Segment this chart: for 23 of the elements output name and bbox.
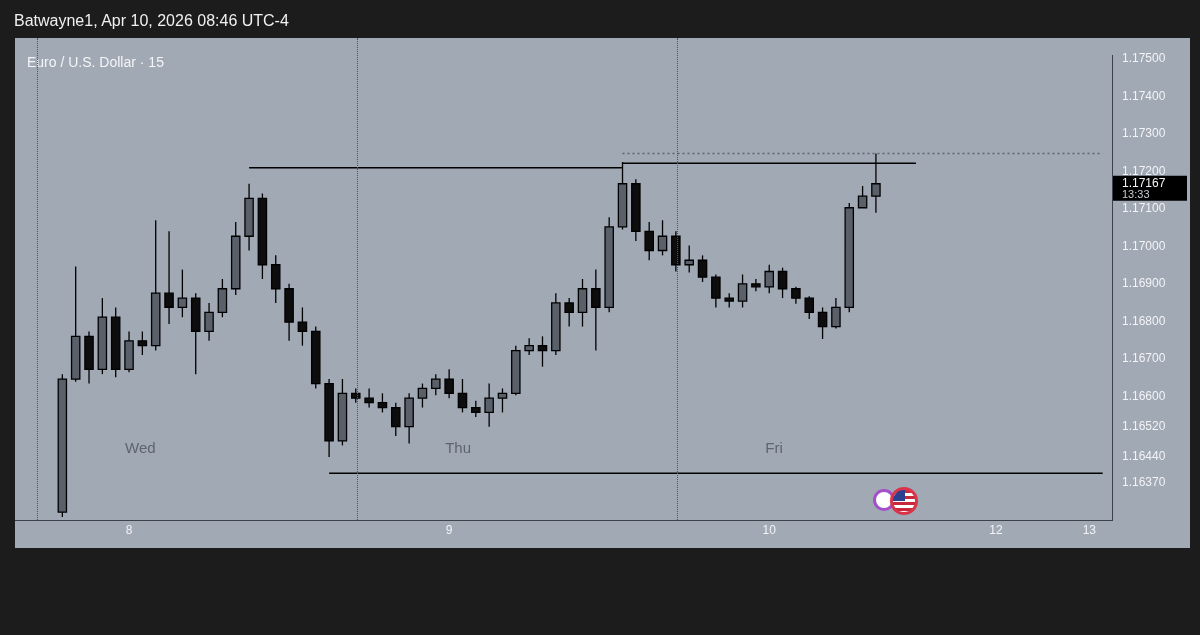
y-tick-label: 1.16900: [1122, 276, 1166, 291]
y-tick-label: 1.17200: [1122, 163, 1166, 178]
y-tick-label: 1.17500: [1122, 51, 1166, 66]
y-tick-label: 1.17100: [1122, 201, 1166, 216]
y-tick-label: 1.17000: [1122, 238, 1166, 253]
y-tick-label: 1.16700: [1122, 351, 1166, 366]
x-tick-label: 12: [989, 522, 1003, 537]
chart-title: Euro / U.S. Dollar · 15: [27, 54, 164, 70]
chart-subtitle: Batwayne1, Apr 10, 2026 08:46 UTC-4: [14, 12, 289, 30]
y-tick-label: 1.17300: [1122, 126, 1166, 141]
y-tick-label: 1.16800: [1122, 313, 1166, 328]
y-tick-label: 1.16370: [1122, 474, 1166, 489]
annotation: Thu: [445, 439, 471, 457]
y-tick-label: 1.17400: [1122, 88, 1166, 103]
annotation: Wed: [125, 439, 156, 457]
x-tick-label: 13: [1082, 522, 1097, 537]
annotation: Fri: [765, 439, 783, 457]
y-tick-label: 1.16520: [1122, 418, 1166, 433]
x-tick-label: 10: [762, 522, 777, 537]
y-tick-label: 1.16440: [1122, 448, 1166, 463]
y-tick-label: 1.16600: [1122, 388, 1166, 403]
x-tick-label: 8: [125, 522, 133, 537]
x-tick-label: 9: [445, 522, 453, 537]
